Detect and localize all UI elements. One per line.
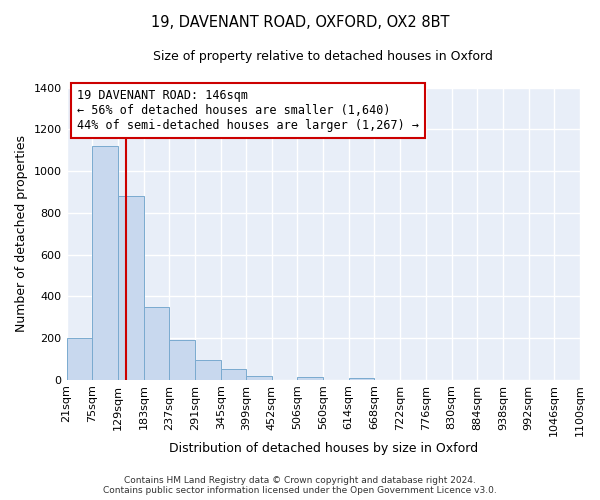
Bar	[67, 338, 92, 380]
Text: 19, DAVENANT ROAD, OXFORD, OX2 8BT: 19, DAVENANT ROAD, OXFORD, OX2 8BT	[151, 15, 449, 30]
Y-axis label: Number of detached properties: Number of detached properties	[15, 135, 28, 332]
Bar	[247, 376, 272, 380]
Bar	[92, 146, 118, 380]
Text: Contains HM Land Registry data © Crown copyright and database right 2024.
Contai: Contains HM Land Registry data © Crown c…	[103, 476, 497, 495]
Text: 19 DAVENANT ROAD: 146sqm
← 56% of detached houses are smaller (1,640)
44% of sem: 19 DAVENANT ROAD: 146sqm ← 56% of detach…	[77, 89, 419, 132]
Bar	[169, 340, 195, 380]
X-axis label: Distribution of detached houses by size in Oxford: Distribution of detached houses by size …	[169, 442, 478, 455]
Bar	[221, 369, 247, 380]
Title: Size of property relative to detached houses in Oxford: Size of property relative to detached ho…	[154, 50, 493, 63]
Bar	[195, 360, 221, 380]
Bar	[118, 196, 143, 380]
Bar	[298, 377, 323, 380]
Bar	[349, 378, 374, 380]
Bar	[143, 306, 169, 380]
